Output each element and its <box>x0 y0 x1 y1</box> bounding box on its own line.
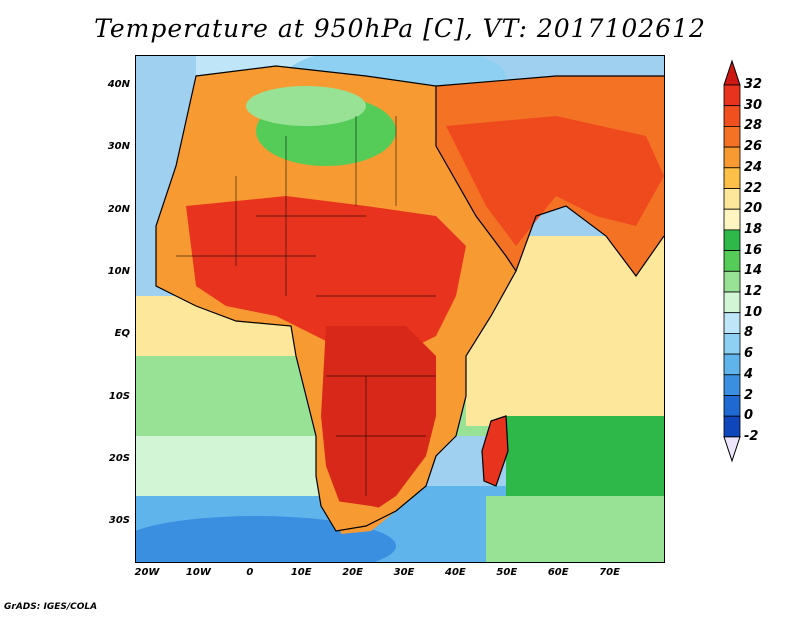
map-panel <box>135 55 665 563</box>
colorbar-label: 18 <box>744 221 763 237</box>
arabia-coastline <box>435 75 664 278</box>
lon-label: 20W <box>134 567 160 578</box>
lat-label: 20S <box>108 452 130 464</box>
colorbar <box>723 59 741 463</box>
lon-label: 50E <box>496 567 518 578</box>
country-borders <box>176 116 436 496</box>
colorbar-segment <box>723 374 741 396</box>
colorbar-segment <box>723 208 741 231</box>
indian-ocean-green <box>506 416 664 506</box>
lon-label: 40E <box>445 567 466 578</box>
lat-label: 10S <box>108 390 130 402</box>
sahel-hot-core <box>186 196 466 356</box>
lon-label: 20E <box>342 567 363 578</box>
colorbar-segment <box>723 270 741 293</box>
colorbar-label: 26 <box>744 139 763 155</box>
arabia-hot-core <box>446 116 664 246</box>
north-africa-light <box>246 86 366 126</box>
colorbar-segment <box>723 332 741 355</box>
colorbar-label: 30 <box>744 97 763 113</box>
lon-label: 0 <box>246 567 254 578</box>
colorbar-label: 2 <box>744 387 754 403</box>
grads-credit: GrADS: IGES/COLA <box>4 602 98 612</box>
lat-label: 10N <box>107 265 130 277</box>
colorbar-segment <box>723 229 741 251</box>
coastline <box>155 65 517 532</box>
colorbar-label: 4 <box>744 366 754 382</box>
lon-label: 30E <box>393 567 415 578</box>
colorbar-label: 24 <box>744 159 763 175</box>
colorbar-segment <box>723 312 741 334</box>
colorbar-segment <box>723 146 741 169</box>
colorbar-label: 0 <box>744 408 754 424</box>
colorbar-label: 8 <box>744 325 754 341</box>
colorbar-segment <box>723 105 741 127</box>
colorbar-segment <box>723 167 741 189</box>
colorbar-label: 32 <box>744 77 763 92</box>
lat-label: 40N <box>107 79 130 90</box>
colorbar-segment <box>723 395 741 417</box>
colorbar-segment <box>723 84 741 107</box>
colorbar-label: 10 <box>744 304 763 320</box>
colorbar-segment <box>723 415 741 438</box>
colorbar-label: 20 <box>744 201 763 217</box>
colorbar-segment <box>723 291 741 314</box>
colorbar-bottom-arrow <box>723 436 741 463</box>
ocean-south-light <box>136 436 336 496</box>
colorbar-label: -2 <box>744 428 759 444</box>
colorbar-top-arrow <box>723 59 741 86</box>
colorbar-segment <box>723 250 741 272</box>
colorbar-label: 22 <box>744 180 763 196</box>
lat-label: EQ <box>114 328 130 340</box>
lat-label: 30N <box>107 141 130 153</box>
colorbar-segment <box>723 126 741 148</box>
lon-label: 60E <box>547 567 569 578</box>
south-tip-cool <box>336 501 396 534</box>
lat-label: 30S <box>108 515 130 527</box>
colorbar-label: 6 <box>744 346 754 362</box>
lat-label: 20N <box>107 203 130 215</box>
colorbar-label: 16 <box>744 242 763 258</box>
temperature-map <box>136 56 664 562</box>
colorbar-label: 14 <box>744 263 763 279</box>
lon-label: 70E <box>599 567 620 578</box>
lon-label: 10W <box>185 567 211 578</box>
colorbar-segment <box>723 188 741 210</box>
madagascar-coastline <box>481 415 509 487</box>
colorbar-segment <box>723 353 741 376</box>
lon-label: 10E <box>290 567 312 578</box>
chart-title: Temperature at 950hPa [C], VT: 201710261… <box>94 14 706 43</box>
colorbar-label: 12 <box>744 284 763 299</box>
colorbar-label: 28 <box>744 118 763 134</box>
indian-ocean-light <box>486 496 664 562</box>
ocean-south-very-cold <box>136 516 396 562</box>
central-hot-core <box>321 326 436 516</box>
